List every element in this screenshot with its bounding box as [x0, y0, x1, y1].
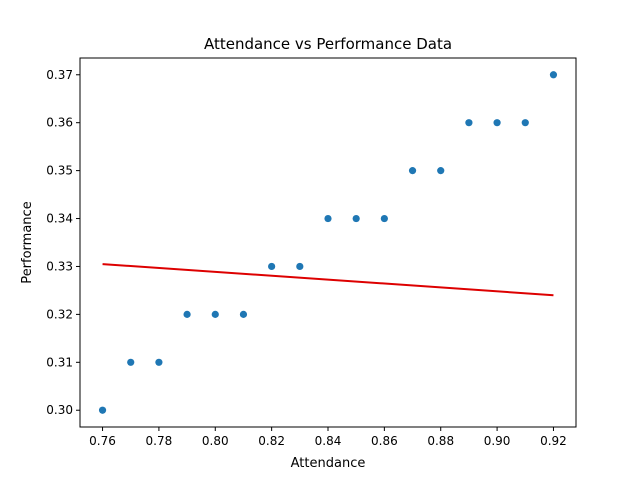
x-tick-label-2: 0.80: [202, 434, 229, 448]
data-point-7: [296, 262, 304, 271]
y-tick-label-5: 0.35: [46, 164, 73, 178]
x-tick-label-8: 0.92: [540, 434, 567, 448]
data-point-11: [408, 167, 417, 175]
data-point-14: [493, 119, 501, 127]
y-tick-label-4: 0.34: [46, 212, 73, 226]
x-tick-label-7: 0.90: [484, 434, 511, 448]
data-point-8: [324, 214, 332, 223]
x-axis: 0.76 0.78 0.80 0.82 0.84 0.86 0.88 0.90 0.92: [89, 427, 567, 448]
y-tick-label-7: 0.37: [46, 68, 73, 82]
x-tick-label-5: 0.86: [371, 434, 398, 448]
data-point-2: [155, 358, 163, 366]
data-point-16: [549, 71, 558, 79]
data-point-3: [183, 310, 191, 318]
data-point-4: [211, 310, 219, 318]
y-tick-label-6: 0.36: [46, 116, 73, 130]
x-tick-label-3: 0.82: [258, 434, 285, 448]
x-axis-title: Attendance: [291, 456, 366, 471]
chart-title: Attendance vs Performance Data: [204, 35, 452, 53]
data-point-15: [521, 119, 529, 127]
data-point-10: [380, 214, 388, 223]
trend-line: [102, 263, 554, 297]
y-axis-title: Performance: [20, 201, 35, 283]
y-axis: 0.30 0.31 0.32 0.33 0.34 0.35 0.36 0.37: [46, 68, 80, 417]
data-point-12: [437, 167, 445, 175]
y-tick-label-3: 0.33: [46, 259, 73, 273]
x-tick-label-0: 0.76: [89, 434, 116, 448]
y-tick-label-1: 0.31: [46, 355, 73, 369]
data-point-6: [268, 262, 276, 271]
data-point-1: [127, 358, 135, 366]
x-tick-label-6: 0.88: [427, 434, 454, 448]
x-tick-label-4: 0.84: [315, 434, 342, 448]
y-tick-label-2: 0.32: [46, 307, 73, 321]
data-points: [98, 71, 558, 414]
data-point-5: [239, 310, 248, 318]
data-point-0: [98, 406, 107, 414]
data-point-9: [352, 214, 360, 223]
data-point-13: [465, 119, 473, 127]
x-tick-label-1: 0.78: [146, 434, 173, 448]
y-tick-label-0: 0.30: [46, 403, 73, 417]
